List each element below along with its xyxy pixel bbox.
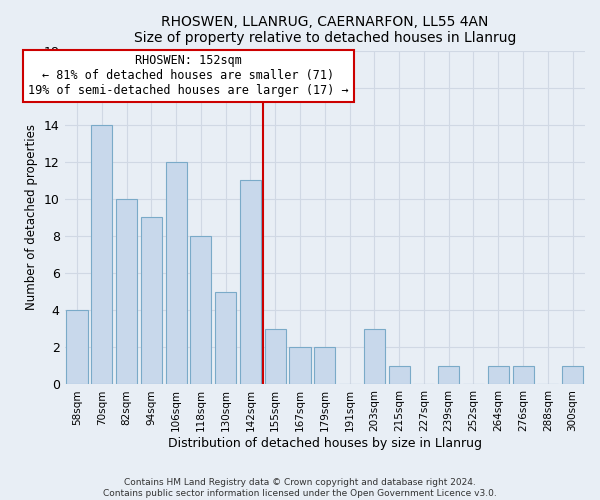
Bar — [488, 366, 509, 384]
X-axis label: Distribution of detached houses by size in Llanrug: Distribution of detached houses by size … — [168, 437, 482, 450]
Bar — [289, 348, 311, 385]
Bar — [141, 218, 162, 384]
Bar — [314, 348, 335, 385]
Bar — [91, 124, 112, 384]
Title: RHOSWEN, LLANRUG, CAERNARFON, LL55 4AN
Size of property relative to detached hou: RHOSWEN, LLANRUG, CAERNARFON, LL55 4AN S… — [134, 15, 516, 45]
Y-axis label: Number of detached properties: Number of detached properties — [25, 124, 38, 310]
Text: Contains HM Land Registry data © Crown copyright and database right 2024.
Contai: Contains HM Land Registry data © Crown c… — [103, 478, 497, 498]
Bar — [438, 366, 459, 384]
Bar — [364, 329, 385, 384]
Bar — [67, 310, 88, 384]
Bar — [166, 162, 187, 384]
Bar — [215, 292, 236, 384]
Bar — [562, 366, 583, 384]
Bar — [512, 366, 533, 384]
Bar — [116, 199, 137, 384]
Bar — [190, 236, 211, 384]
Bar — [265, 329, 286, 384]
Bar — [389, 366, 410, 384]
Bar — [240, 180, 261, 384]
Text: RHOSWEN: 152sqm
← 81% of detached houses are smaller (71)
19% of semi-detached h: RHOSWEN: 152sqm ← 81% of detached houses… — [28, 54, 349, 97]
